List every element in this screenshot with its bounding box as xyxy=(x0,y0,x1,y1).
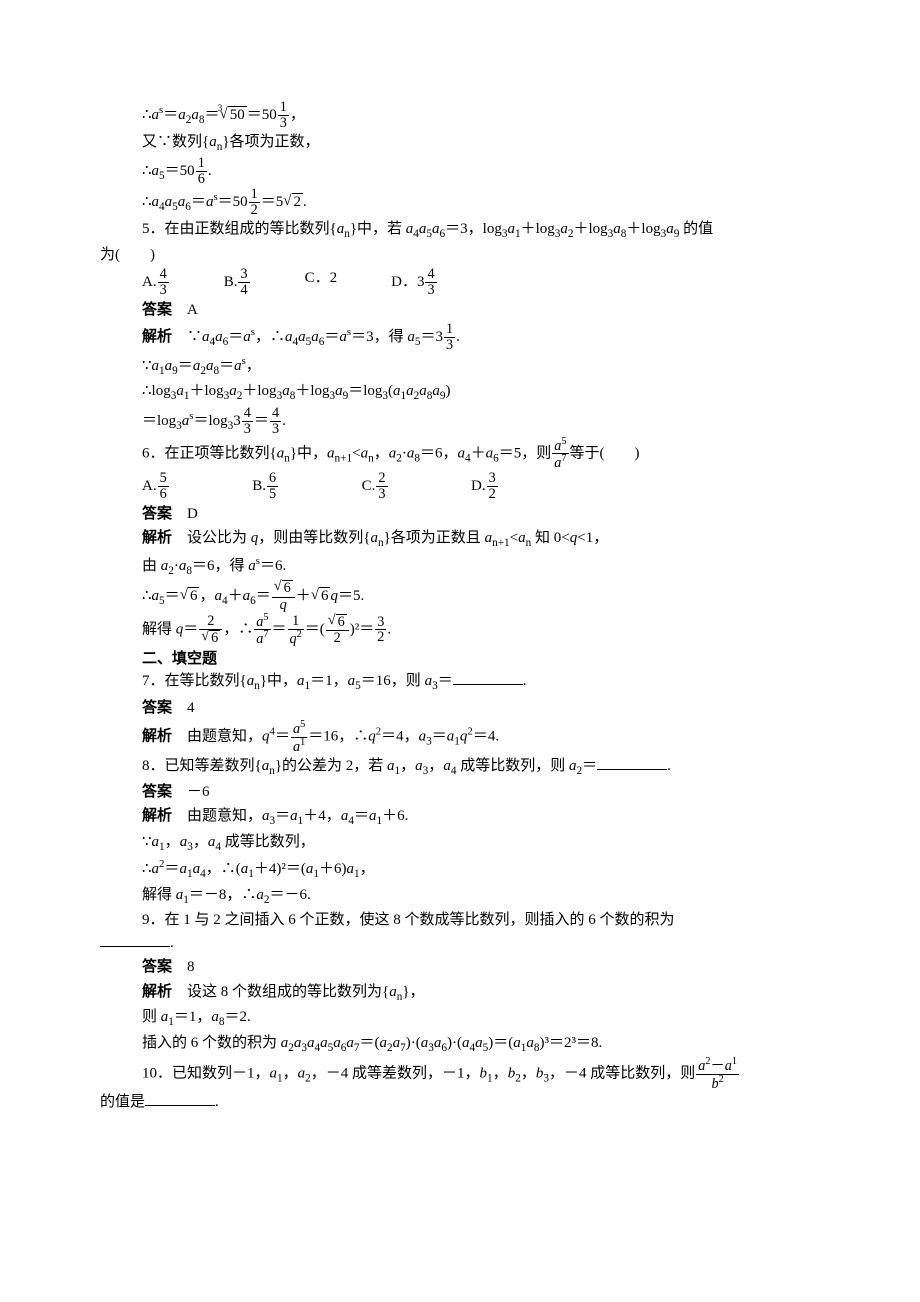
fill-blank xyxy=(100,933,170,948)
q6-stem: 6．在正项等比数列{an}中，an+1<an，a2·a8＝6，a4＋a6＝5，则… xyxy=(100,437,820,471)
intro-line-4: ∴a4a5a6＝as＝5012＝52. xyxy=(100,187,820,218)
q6-opt-c: C.23 xyxy=(362,471,389,502)
q10-stem: 10．已知数列－1，a1，a2，－4 成等差数列，－1，b1，b2，b3，－4 … xyxy=(100,1057,820,1091)
q5-stem-wrap: 为( ) xyxy=(100,244,820,267)
q6-answer: 答案 D xyxy=(100,502,820,526)
q6-exp-4: 解得 q＝26，∴a5a7＝1q2＝(62)²＝32. xyxy=(100,613,820,647)
intro-line-1: ∴as＝a2a8＝350＝5013， xyxy=(100,100,820,131)
q5-opt-d: D．343 xyxy=(391,267,437,298)
fill-blank xyxy=(145,1092,215,1107)
q6-exp-2: 由 a2·a8＝6，得 as＝6. xyxy=(100,553,820,580)
q9-answer: 答案 8 xyxy=(100,955,820,979)
fill-blank xyxy=(453,671,523,686)
q6-exp-1: 解析 设公比为 q，则由等比数列{an}各项为正数且 an+1<an 知 0<q… xyxy=(100,526,820,552)
q6-exp-3: ∴a5＝6，a4＋a6＝6q＋6q＝5. xyxy=(100,580,820,613)
q5-exp-3: ∴log3a1＋log3a2＋log3a8＋log3a9＝log3(a1a2a8… xyxy=(100,380,820,405)
q8-stem: 8．已知等差数列{an}的公差为 2，若 a1，a3，a4 成等比数列，则 a2… xyxy=(100,755,820,780)
q9-stem: 9．在 1 与 2 之间插入 6 个正数，使这 8 个数成等比数列，则插入的 6… xyxy=(100,909,820,932)
q5-options: A.43 B.34 C．2 D．343 xyxy=(100,267,820,298)
q5-opt-c: C．2 xyxy=(305,267,338,298)
q5-answer: 答案 A xyxy=(100,298,820,322)
q6-opt-d: D.32 xyxy=(471,471,499,502)
q8-answer: 答案 －6 xyxy=(100,780,820,804)
section-2-heading: 二、填空题 xyxy=(100,647,820,670)
q8-exp-2: ∵a1，a3，a4 成等比数列， xyxy=(100,831,820,856)
q5-exp-4: ＝log3as＝log3343＝43. xyxy=(100,406,820,437)
q9-exp-1: 解析 设这 8 个数组成的等比数列为{an}， xyxy=(100,980,820,1006)
intro-line-3: ∴a5＝5016. xyxy=(100,156,820,187)
fill-blank xyxy=(597,755,667,770)
q7-stem: 7．在等比数列{an}中，a1＝1，a5＝16，则 a3＝. xyxy=(100,670,820,695)
q9-exp-2: 则 a1＝1，a8＝2. xyxy=(100,1006,820,1031)
q7-exp: 解析 由题意知，q4＝a5a1＝16，∴q2＝4，a3＝a1q2＝4. xyxy=(100,720,820,754)
q9-stem-wrap: . xyxy=(100,932,820,955)
q5-stem: 5．在由正数组成的等比数列{an}中，若 a4a5a6＝3，log3a1＋log… xyxy=(100,218,820,243)
q6-opt-b: B.65 xyxy=(252,471,279,502)
q10-stem-wrap: 的值是. xyxy=(100,1091,820,1114)
q5-opt-b: B.34 xyxy=(224,267,251,298)
q7-answer: 答案 4 xyxy=(100,696,820,720)
document-page: ∴as＝a2a8＝350＝5013， 又∵数列{an}各项为正数， ∴a5＝50… xyxy=(0,0,920,1175)
q8-exp-1: 解析 由题意知，a3＝a1＋4，a4＝a1＋6. xyxy=(100,804,820,830)
q6-options: A.56 B.65 C.23 D.32 xyxy=(100,471,820,502)
cube-root-50: 350 xyxy=(220,104,247,127)
q5-opt-a: A.43 xyxy=(142,267,170,298)
q5-exp-2: ∵a1a9＝a2a8＝as， xyxy=(100,353,820,380)
q8-exp-4: 解得 a1＝－8，∴a2＝－6. xyxy=(100,884,820,909)
q6-opt-a: A.56 xyxy=(142,471,170,502)
q8-exp-3: ∴a2＝a1a4，∴(a1＋4)²＝(a1＋6)a1， xyxy=(100,856,820,883)
q5-exp-1: 解析 ∵a4a6＝as，∴a4a5a6＝as＝3，得 a5＝313. xyxy=(100,322,820,353)
q9-exp-3: 插入的 6 个数的积为 a2a3a4a5a6a7＝(a2a7)·(a3a6)·(… xyxy=(100,1032,820,1057)
intro-line-2: 又∵数列{an}各项为正数， xyxy=(100,131,820,156)
